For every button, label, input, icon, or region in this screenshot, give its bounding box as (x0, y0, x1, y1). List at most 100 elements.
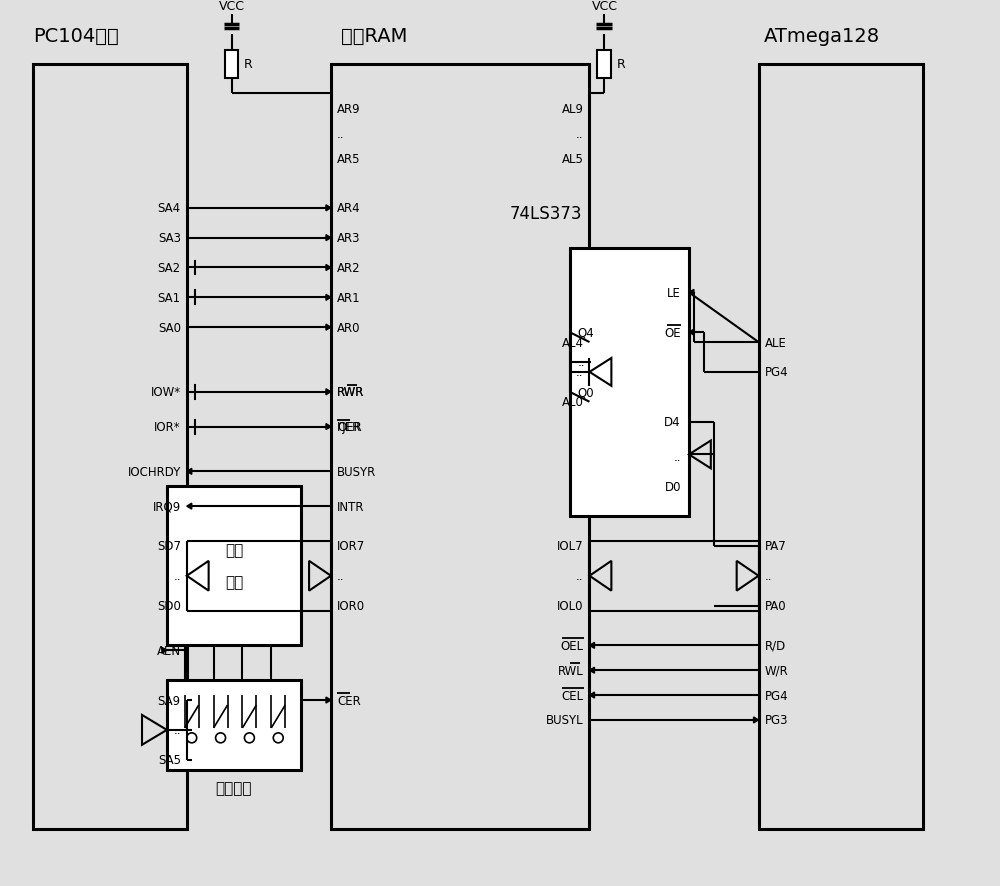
FancyArrow shape (754, 717, 759, 723)
Text: IOCHRDY: IOCHRDY (127, 465, 181, 478)
Text: ALE: ALE (765, 336, 786, 349)
Text: 电路: 电路 (225, 574, 243, 589)
FancyArrow shape (326, 424, 331, 430)
FancyArrow shape (589, 667, 594, 673)
Text: AR9: AR9 (337, 103, 361, 116)
Text: OER: OER (337, 421, 362, 433)
Text: PG4: PG4 (765, 366, 788, 379)
Text: ..: .. (765, 570, 772, 583)
Text: SD0: SD0 (157, 600, 181, 612)
Text: VCC: VCC (591, 1, 617, 13)
FancyArrow shape (162, 648, 167, 654)
Text: BUSYR: BUSYR (337, 465, 376, 478)
Text: AR5: AR5 (337, 152, 360, 166)
Text: PA7: PA7 (765, 540, 786, 553)
Text: SA2: SA2 (158, 261, 181, 275)
Text: ..: .. (337, 128, 344, 141)
Text: ..: .. (576, 570, 584, 583)
Text: ATmega128: ATmega128 (764, 27, 880, 46)
Bar (597, 51, 611, 79)
Text: AR4: AR4 (337, 202, 361, 215)
Text: RWL: RWL (558, 664, 584, 677)
Text: IOR0: IOR0 (337, 600, 365, 612)
Text: IOR7: IOR7 (337, 540, 365, 553)
FancyArrow shape (326, 295, 331, 301)
Text: AR0: AR0 (337, 322, 360, 334)
Bar (570, 248, 689, 517)
Text: D0: D0 (664, 480, 681, 494)
Text: Q4: Q4 (578, 326, 594, 339)
Text: PG3: PG3 (765, 713, 788, 727)
FancyArrow shape (689, 290, 694, 296)
Text: IOW*: IOW* (151, 385, 181, 399)
FancyArrow shape (326, 697, 331, 703)
Text: AR2: AR2 (337, 261, 361, 275)
Text: SD7: SD7 (157, 540, 181, 553)
Text: ..: .. (337, 570, 344, 583)
Text: RWR: RWR (337, 385, 364, 399)
Text: Q0: Q0 (578, 385, 594, 399)
FancyArrow shape (326, 265, 331, 271)
FancyArrow shape (187, 469, 192, 475)
Text: IOR*: IOR* (154, 421, 181, 433)
Text: 拨码开关: 拨码开关 (216, 781, 252, 795)
Text: VCC: VCC (219, 1, 245, 13)
Bar (33, 65, 187, 829)
Text: IOL0: IOL0 (557, 600, 584, 612)
Text: ..: .. (576, 366, 584, 379)
Text: AL9: AL9 (562, 103, 584, 116)
Text: 译码: 译码 (225, 543, 243, 558)
Text: LE: LE (667, 286, 681, 299)
Text: R: R (243, 58, 252, 71)
Bar (759, 65, 923, 829)
Text: AL0: AL0 (562, 396, 584, 408)
Text: 双口RAM: 双口RAM (341, 27, 407, 46)
Text: CER: CER (337, 694, 361, 707)
Text: INTR: INTR (337, 500, 364, 513)
Text: IOL7: IOL7 (557, 540, 584, 553)
Text: OEL: OEL (560, 639, 584, 652)
Text: SA9: SA9 (158, 694, 181, 707)
FancyArrow shape (326, 325, 331, 330)
Text: ..: .. (173, 724, 181, 736)
Text: PG4: PG4 (765, 688, 788, 702)
Text: R: R (616, 58, 625, 71)
Text: R/D: R/D (765, 639, 786, 652)
Bar (331, 65, 589, 829)
Text: IRQ9: IRQ9 (153, 500, 181, 513)
Text: ŊER: ŊER (337, 421, 361, 433)
Text: SA0: SA0 (158, 322, 181, 334)
Text: D4: D4 (664, 416, 681, 429)
Bar (225, 51, 238, 79)
FancyArrow shape (326, 389, 331, 395)
FancyArrow shape (589, 642, 594, 649)
FancyArrow shape (326, 236, 331, 241)
Text: RWR: RWR (337, 385, 364, 399)
Bar (167, 486, 301, 646)
Text: AR1: AR1 (337, 291, 361, 305)
Text: W/R: W/R (765, 664, 788, 677)
FancyArrow shape (326, 206, 331, 212)
Text: SA1: SA1 (158, 291, 181, 305)
FancyArrow shape (689, 330, 694, 336)
Text: AL5: AL5 (562, 152, 584, 166)
Text: CEL: CEL (561, 688, 584, 702)
Text: AL4: AL4 (562, 336, 584, 349)
Text: PC104总线: PC104总线 (33, 27, 118, 46)
Text: SA5: SA5 (158, 753, 181, 766)
Text: AEN: AEN (157, 644, 181, 657)
Text: BUSYL: BUSYL (546, 713, 584, 727)
Text: AR3: AR3 (337, 232, 360, 245)
FancyArrow shape (589, 692, 594, 698)
Text: ..: .. (576, 128, 584, 141)
Text: ..: .. (578, 356, 585, 369)
Text: SA3: SA3 (158, 232, 181, 245)
Text: ..: .. (173, 570, 181, 583)
Text: ..: .. (673, 450, 681, 463)
Text: 74LS373: 74LS373 (510, 205, 582, 222)
FancyArrow shape (187, 503, 192, 509)
Text: PA0: PA0 (765, 600, 786, 612)
Text: OE: OE (664, 326, 681, 339)
Bar (167, 680, 301, 770)
Text: SA4: SA4 (158, 202, 181, 215)
